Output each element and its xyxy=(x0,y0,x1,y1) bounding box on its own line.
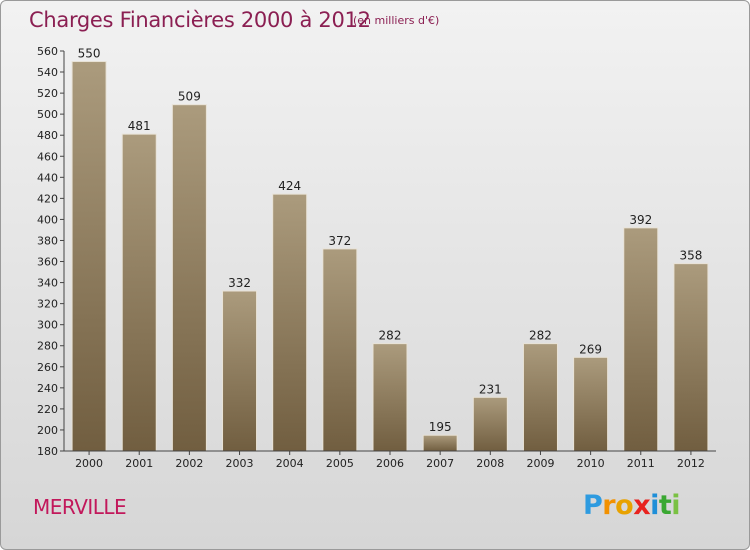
x-axis: 2000 2001 2002 2003 2004 2005 2006 2007 2008 2009… xyxy=(64,450,716,470)
x-tick-label: 2003 xyxy=(226,457,254,470)
city-name: MERVILLE xyxy=(33,495,127,519)
logo-letter: P xyxy=(583,490,603,521)
bar-2012 xyxy=(673,263,709,452)
y-tick-label: 400 xyxy=(37,213,58,226)
bar-2003 xyxy=(222,290,258,452)
x-tick-label: 2009 xyxy=(526,457,554,470)
logo-letter: o xyxy=(615,490,634,521)
bar-2006 xyxy=(372,343,408,452)
y-tick-label: 560 xyxy=(37,45,58,58)
data-label: 269 xyxy=(579,342,602,356)
y-tick-label: 220 xyxy=(37,403,58,416)
x-tick-label: 2001 xyxy=(125,457,153,470)
logo-letter: i xyxy=(671,490,681,521)
bar-2001 xyxy=(121,133,157,452)
y-tick-label: 360 xyxy=(37,256,58,269)
data-label: 358 xyxy=(679,249,702,263)
x-tick-label: 2002 xyxy=(175,457,203,470)
y-tick-label: 180 xyxy=(37,445,58,458)
y-tick-label: 340 xyxy=(37,277,58,290)
bar-2008 xyxy=(472,396,508,452)
data-label: 424 xyxy=(278,179,301,193)
logo-letter: r xyxy=(602,490,616,521)
y-tick-label: 200 xyxy=(37,424,58,437)
y-tick-label: 480 xyxy=(37,129,58,142)
y-tick-label: 240 xyxy=(37,382,58,395)
x-tick-label: 2006 xyxy=(376,457,404,470)
logo-letter: t xyxy=(658,490,672,521)
x-tick-label: 2008 xyxy=(476,457,504,470)
bar-2010 xyxy=(573,356,609,452)
x-tick-label: 2010 xyxy=(577,457,605,470)
bar-2004 xyxy=(272,193,308,452)
bar-2007 xyxy=(422,434,458,452)
x-tick-label: 2005 xyxy=(326,457,354,470)
y-tick-label: 320 xyxy=(37,298,58,311)
data-label: 332 xyxy=(228,276,251,290)
chart-title: Charges Financières 2000 à 2012 xyxy=(29,8,371,32)
data-label: 550 xyxy=(78,47,101,61)
bar-2005 xyxy=(322,248,358,452)
bar-2011 xyxy=(623,227,659,452)
y-tick-label: 540 xyxy=(37,66,58,79)
data-labels: 550 481 509 332 424 372 282 195 231 282 269 392 358 xyxy=(78,47,703,435)
chart-subtitle: (en milliers d'€) xyxy=(353,14,440,27)
data-label: 231 xyxy=(479,382,502,396)
y-tick-label: 520 xyxy=(37,87,58,100)
bar-2000 xyxy=(71,61,107,452)
data-label: 392 xyxy=(629,213,652,227)
y-tick-label: 500 xyxy=(37,108,58,121)
y-tick-label: 440 xyxy=(37,171,58,184)
y-tick-label: 280 xyxy=(37,340,58,353)
x-tick-label: 2011 xyxy=(627,457,655,470)
y-tick-label: 460 xyxy=(37,150,58,163)
logo-letter: x xyxy=(633,490,651,521)
y-tick-label: 380 xyxy=(37,234,58,247)
bar-2002 xyxy=(171,104,207,452)
bar-2009 xyxy=(522,343,558,452)
data-label: 372 xyxy=(328,234,351,248)
y-tick-label: 260 xyxy=(37,361,58,374)
y-axis: 180 200 220 240 260 280 300 320 340 360 380 400 420 4… xyxy=(37,45,65,458)
x-tick-label: 2000 xyxy=(75,457,103,470)
data-label: 481 xyxy=(128,119,151,133)
x-tick-label: 2007 xyxy=(426,457,454,470)
bars xyxy=(71,61,709,452)
x-tick-label: 2004 xyxy=(276,457,304,470)
y-tick-label: 300 xyxy=(37,319,58,332)
x-tick-label: 2012 xyxy=(677,457,705,470)
data-label: 282 xyxy=(379,329,402,343)
data-label: 509 xyxy=(178,90,201,104)
data-label: 282 xyxy=(529,329,552,343)
data-label: 195 xyxy=(429,420,452,434)
proxiti-logo[interactable]: Proxiti xyxy=(583,490,681,521)
logo-letter: i xyxy=(650,490,659,521)
y-tick-label: 420 xyxy=(37,192,58,205)
